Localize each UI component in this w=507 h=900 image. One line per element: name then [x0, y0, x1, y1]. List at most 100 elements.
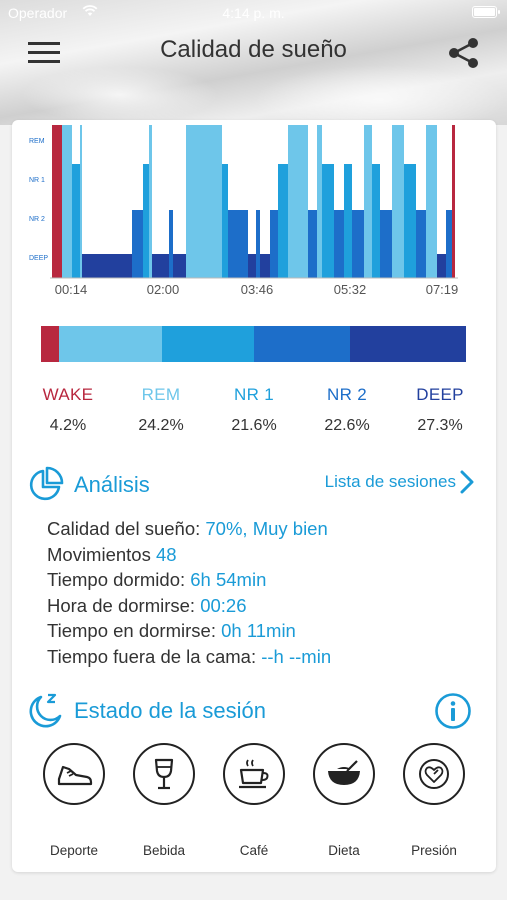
stack-segment-deep [349, 326, 466, 362]
row-value: 00:26 [200, 594, 247, 616]
hypnogram-segment [392, 125, 404, 278]
hypnogram-segment [352, 210, 364, 278]
wine-glass-icon [133, 743, 195, 805]
factor-diet[interactable]: Dieta [299, 743, 389, 858]
row-label: Hora de dormirse: [47, 594, 196, 616]
analysis-header: Análisis [26, 466, 150, 504]
hypnogram-segment [308, 210, 317, 278]
hypnogram-segment [322, 164, 334, 278]
hypnogram-segment [288, 125, 308, 278]
analysis-row-out-of-bed: Tiempo fuera de la cama: --h --min [47, 644, 331, 670]
hypnogram-segment [404, 164, 416, 278]
moon-icon [26, 692, 64, 730]
hypnogram-segment [62, 125, 72, 278]
row-value: 6h 54min [190, 569, 267, 590]
analysis-row-movements: Movimientos 48 [47, 542, 331, 568]
factor-label: Presión [411, 843, 457, 858]
hypnogram-segment [334, 210, 344, 278]
hypnogram-segment [260, 254, 270, 278]
session-state-header: Estado de la sesión [26, 692, 266, 730]
info-icon[interactable] [434, 692, 472, 730]
hypnogram-segment [317, 125, 322, 278]
analysis-row-quality: Calidad del sueño: 70%, Muy bien [47, 516, 331, 542]
heart-gauge-icon [403, 743, 465, 805]
y-label-nr1: NR 1 [29, 177, 45, 184]
factor-label: Deporte [49, 843, 99, 858]
stack-segment-nr2 [253, 326, 350, 362]
row-label: Calidad del sueño: [47, 518, 201, 539]
row-label: Tiempo en dormirse: [47, 620, 216, 641]
sessions-list-label: Lista de sesiones [324, 472, 456, 491]
stage-label: REM [141, 385, 181, 404]
stack-segment-wake [41, 326, 59, 362]
share-icon[interactable] [446, 36, 482, 70]
hypnogram-segment [202, 125, 222, 278]
analysis-row-bedtime: Hora de dormirse: 00:26 [47, 593, 331, 619]
hypnogram-segment [372, 164, 380, 278]
header: Operador 4:14 p. m. Calidad de sueño [0, 0, 507, 125]
menu-button[interactable] [28, 38, 62, 66]
stage-nr1: NR 1 21.6% [208, 385, 300, 435]
stage-nr2: NR 2 22.6% [301, 385, 393, 435]
x-label-3: 03:46 [241, 282, 274, 297]
row-value: --h --min [261, 645, 332, 667]
factor-drink[interactable]: Bebida [119, 743, 209, 858]
x-label-2: 02:00 [147, 282, 180, 297]
sessions-list-link[interactable]: Lista de sesiones [325, 470, 474, 494]
chevron-right-icon [460, 470, 474, 494]
y-label-deep: DEEP [29, 255, 48, 262]
hypnogram-segment [169, 210, 173, 278]
coffee-cup-icon [223, 743, 285, 805]
factor-label: Dieta [328, 843, 360, 858]
hypnogram-segment [416, 210, 426, 278]
battery-icon [472, 6, 500, 18]
bowl-icon [313, 743, 375, 805]
stage-wake: WAKE 4.2% [22, 385, 114, 435]
stack-segment-rem [58, 326, 162, 362]
factor-label: Bebida [142, 843, 186, 858]
stage-rem: REM 24.2% [115, 385, 207, 435]
analysis-list: Calidad del sueño: 70%, Muy bien Movimie… [47, 516, 331, 669]
hypnogram-segment [452, 125, 455, 278]
shoe-icon [43, 743, 105, 805]
pie-chart-icon [26, 466, 64, 504]
hypnogram-segment [426, 125, 437, 278]
analysis-row-time-asleep: Tiempo dormido: 6h 54min [47, 567, 331, 593]
stage-deep: DEEP 27.3% [394, 385, 486, 435]
stage-legend: WAKE 4.2% REM 24.2% NR 1 21.6% NR 2 22.6… [22, 385, 486, 435]
stage-percent: 22.6% [324, 417, 370, 434]
row-label: Tiempo dormido: [47, 569, 186, 590]
factor-coffee[interactable]: Café [209, 743, 299, 858]
row-label: Tiempo fuera de la cama: [47, 645, 257, 667]
hypnogram-segment [446, 210, 452, 278]
row-value: 48 [155, 543, 177, 565]
stage-percent: 27.3% [417, 417, 463, 434]
clock: 4:14 p. m. [222, 5, 285, 21]
factor-pressure[interactable]: Presión [389, 743, 479, 858]
hypnogram-segment [256, 210, 260, 278]
hypnogram-segment [228, 210, 248, 278]
y-label-nr2: NR 2 [29, 216, 45, 223]
row-label: Movimientos [47, 543, 151, 565]
stage-label: WAKE [42, 385, 94, 404]
x-label-1: 00:14 [55, 282, 88, 297]
session-state-title: Estado de la sesión [74, 698, 267, 723]
hypnogram-chart: REM NR 1 NR 2 DEEP 00:14 02:00 03:46 05:… [29, 125, 458, 297]
stage-distribution-bar [41, 326, 466, 362]
factor-sport[interactable]: Deporte [29, 743, 119, 858]
page-title: Calidad de sueño [160, 36, 347, 63]
hypnogram-segment [173, 254, 186, 278]
hypnogram-segment [222, 164, 228, 278]
stage-percent: 4.2% [49, 417, 87, 434]
hypnogram-segment [80, 125, 82, 278]
status-bar: Operador 4:14 p. m. [0, 0, 507, 26]
hypnogram-segment [344, 164, 352, 278]
wifi-icon [82, 4, 98, 20]
sleep-card: REM NR 1 NR 2 DEEP 00:14 02:00 03:46 05:… [12, 120, 496, 872]
hypnogram-segment [52, 125, 62, 278]
row-value: 70%, Muy bien [205, 518, 328, 539]
stage-label: NR 2 [327, 385, 367, 404]
carrier-label: Operador [8, 5, 68, 21]
row-value: 0h 11min [221, 620, 296, 641]
